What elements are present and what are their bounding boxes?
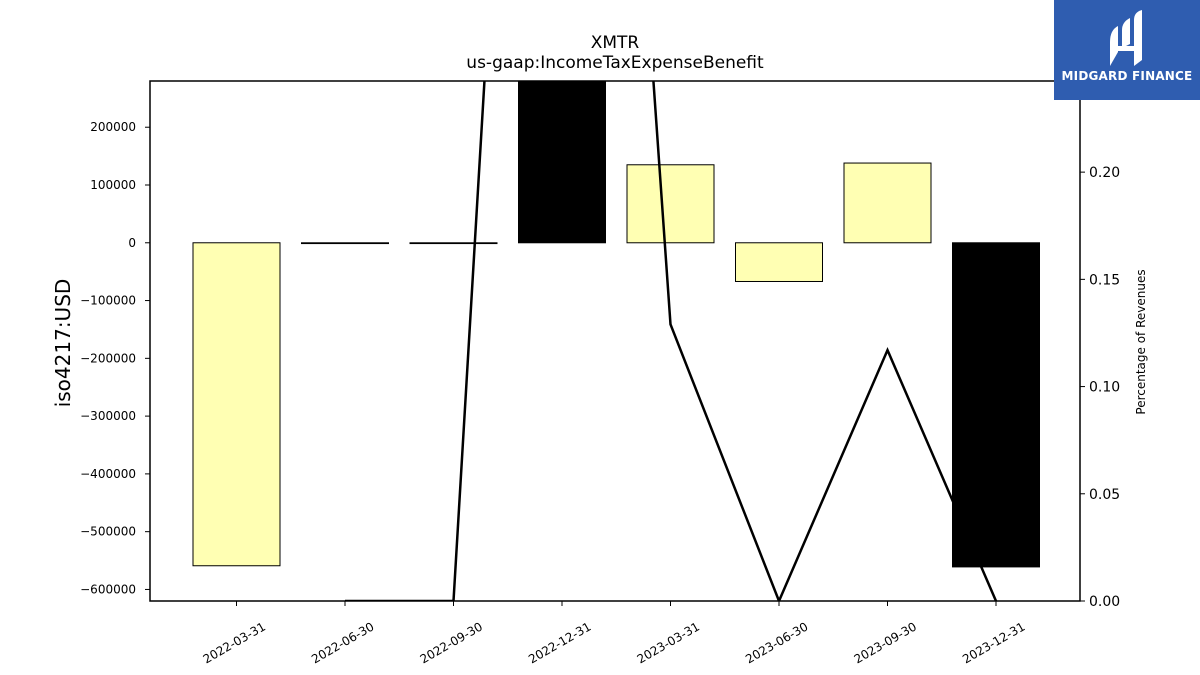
y2-tick-label: 0.05 xyxy=(1089,487,1120,503)
bar xyxy=(735,242,823,282)
bar xyxy=(409,242,498,245)
percentage-line xyxy=(345,81,998,601)
bar xyxy=(301,242,389,245)
bar xyxy=(843,162,932,244)
y-tick-label: −500000 xyxy=(80,525,136,539)
y-tick-label: 100000 xyxy=(90,178,136,192)
logo-mark-icon xyxy=(1110,10,1142,66)
y-tick-label: −100000 xyxy=(80,294,136,308)
x-tick-label: 2022-06-30 xyxy=(309,619,376,666)
y-axis-label: iso4217:USD xyxy=(51,279,75,408)
x-tick-label: 2022-03-31 xyxy=(201,619,268,666)
y-tick-label: −200000 xyxy=(80,351,136,365)
plot-frame xyxy=(149,80,1081,602)
x-tick-label: 2023-03-31 xyxy=(635,619,702,666)
y-tick-label: −400000 xyxy=(80,467,136,481)
x-tick-label: 2022-12-31 xyxy=(526,619,593,666)
y2-axis-label: Percentage of Revenues xyxy=(1134,269,1148,414)
bar xyxy=(192,242,281,567)
chart-subtitle: us-gaap:IncomeTaxExpenseBenefit xyxy=(466,53,764,73)
x-tick-label: 2022-09-30 xyxy=(418,619,485,666)
y2-tick-label: 0.00 xyxy=(1089,594,1120,610)
y-tick-label: −300000 xyxy=(80,409,136,423)
y2-tick-label: 0.15 xyxy=(1089,272,1120,288)
x-tick-label: 2023-06-30 xyxy=(743,619,810,666)
y-tick-label: 200000 xyxy=(90,120,136,134)
y2-tick-label: 0.10 xyxy=(1089,380,1120,396)
chart-title: XMTR xyxy=(591,33,640,53)
bar xyxy=(952,242,1040,568)
y2-tick-label: 0.20 xyxy=(1089,165,1120,181)
bar xyxy=(518,81,606,244)
x-tick-label: 2023-09-30 xyxy=(852,619,919,666)
y-tick-label: −600000 xyxy=(80,582,136,596)
midgard-finance-logo: MIDGARD FINANCE xyxy=(1054,0,1200,100)
logo-text: MIDGARD FINANCE xyxy=(1061,69,1193,83)
y-tick-label: 0 xyxy=(128,236,136,250)
x-tick-label: 2023-12-31 xyxy=(960,619,1027,666)
bar xyxy=(626,164,715,244)
